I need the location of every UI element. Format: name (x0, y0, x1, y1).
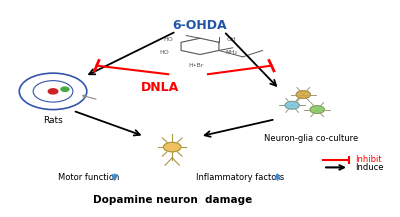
Text: NH₂: NH₂ (226, 50, 238, 55)
Text: 6-OHDA: 6-OHDA (173, 18, 227, 31)
Circle shape (61, 87, 69, 91)
Text: Dopamine neuron  damage: Dopamine neuron damage (92, 195, 252, 205)
Text: HO: HO (163, 38, 173, 43)
Circle shape (296, 91, 310, 99)
Text: OH: OH (227, 38, 237, 43)
Text: Induce: Induce (355, 163, 384, 172)
Circle shape (310, 106, 324, 113)
Text: DNLA: DNLA (141, 81, 180, 94)
Text: Neuron-glia co-culture: Neuron-glia co-culture (264, 134, 358, 143)
Text: HO: HO (159, 50, 169, 55)
Text: Motor function: Motor function (58, 173, 120, 182)
Text: Rats: Rats (43, 116, 63, 125)
Text: H•Br: H•Br (188, 63, 204, 68)
Text: Inhibit: Inhibit (355, 155, 382, 164)
Circle shape (164, 142, 181, 152)
Circle shape (48, 89, 58, 94)
Text: Inflammatory factors: Inflammatory factors (196, 173, 284, 182)
Circle shape (285, 101, 299, 109)
